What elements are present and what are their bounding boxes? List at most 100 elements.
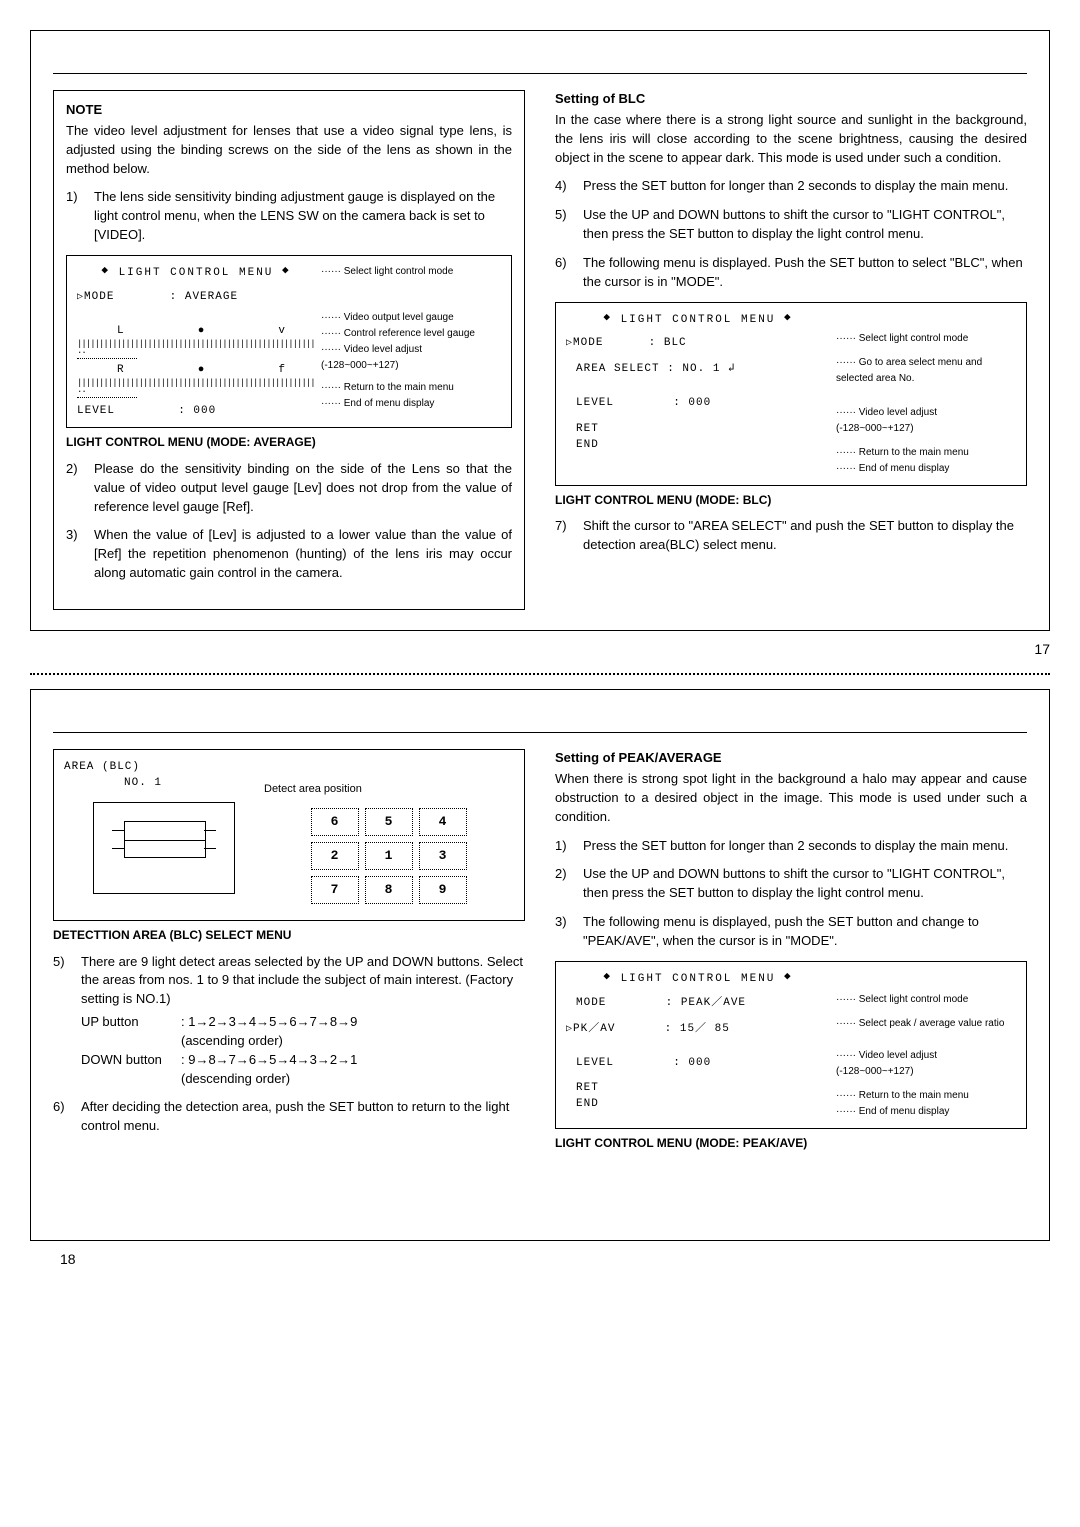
blc-area: AREA SELECT : NO. 1 ↲ — [566, 362, 830, 378]
page-17: NOTE The video level adjustment for lens… — [30, 30, 1050, 631]
grid-cell: 3 — [419, 842, 467, 870]
note-item-3: When the value of [Lev] is adjusted to a… — [94, 526, 512, 583]
peak-item-2: Use the UP and DOWN buttons to shift the… — [583, 865, 1027, 903]
dotted-1 — [77, 358, 137, 359]
area-title: AREA (BLC) — [64, 760, 264, 776]
gauge-dot-2: ● — [198, 363, 205, 379]
blc-ret: RET — [566, 422, 830, 438]
peak-mode-label: MODE — [576, 997, 606, 1009]
desc-r4: Video level adjust (-128~000~+127) — [321, 342, 501, 374]
area-no: NO. 1 — [64, 776, 264, 792]
up-button-label: UP button — [81, 1013, 181, 1032]
blc-item-7: Shift the cursor to "AREA SELECT" and pu… — [583, 517, 1027, 555]
grid-cell: 9 — [419, 876, 467, 904]
up-seq: : 1→2→3→4→5→6→7→8→9 — [181, 1013, 357, 1032]
gauge-dot: ● — [198, 324, 205, 340]
peak-r3: Video level adjust (-128~000~+127) — [836, 1048, 1016, 1080]
grid-cell: 8 — [365, 876, 413, 904]
marker-7: 7) — [555, 517, 583, 555]
mode-value: : AVERAGE — [170, 291, 238, 303]
note-box: NOTE The video level adjustment for lens… — [53, 90, 525, 610]
peak-r1: Select light control mode — [836, 992, 1016, 1008]
menu-blc: ◆ LIGHT CONTROL MENU ◆ ▷MODE : BLC AREA … — [555, 302, 1027, 486]
blc-mode-label: MODE — [573, 337, 603, 349]
grid-cell: 1 — [365, 842, 413, 870]
grid-cell: 7 — [311, 876, 359, 904]
blc-intro: In the case where there is a strong ligh… — [555, 111, 1027, 168]
peak-ret: RET — [566, 1081, 830, 1097]
marker-p2: 2) — [555, 865, 583, 903]
note-intro: The video level adjustment for lenses th… — [66, 122, 512, 179]
desc-r5: Return to the main menu — [321, 380, 501, 396]
descending-label: (descending order) — [81, 1070, 525, 1089]
blc-end: END — [566, 438, 830, 454]
menu-title: ◆ LIGHT CONTROL MENU ◆ — [77, 264, 315, 282]
blc-item-4: Press the SET button for longer than 2 s… — [583, 177, 1027, 196]
grid-9: 6 5 4 2 1 3 7 — [305, 802, 473, 910]
peak-r5: End of menu display — [836, 1104, 1016, 1120]
gauge-l: L — [117, 324, 124, 340]
marker-p3: 3) — [555, 913, 583, 951]
page-number-18: 18 — [30, 1249, 1050, 1269]
marker-3: 3) — [66, 526, 94, 583]
peak-level-label: LEVEL — [576, 1057, 614, 1069]
note-title: NOTE — [66, 101, 512, 120]
blc-r3: Video level adjust (-128~000~+127) — [836, 405, 1016, 437]
blc-level-label: LEVEL — [576, 397, 614, 409]
desc-r3: Control reference level gauge — [321, 326, 501, 342]
menu-peakave: ◆ LIGHT CONTROL MENU ◆ MODE : PEAK／AVE — [555, 961, 1027, 1129]
blc-mode-value: : BLC — [649, 337, 687, 349]
peak-caption: LIGHT CONTROL MENU (MODE: PEAK/AVE) — [555, 1135, 1027, 1152]
page-18: AREA (BLC) NO. 1 — [30, 689, 1050, 1241]
page-number-17: 17 — [30, 639, 1050, 659]
peak-mode-value: : PEAK／AVE — [666, 997, 746, 1009]
detection-caption: DETECTTION AREA (BLC) SELECT MENU — [53, 927, 525, 944]
down-seq: : 9→8→7→6→5→4→3→2→1 — [181, 1051, 357, 1070]
pkav-value: : 15／ 85 — [665, 1023, 730, 1035]
blc-item-6: The following menu is displayed. Push th… — [583, 254, 1027, 292]
item-18-5-text: There are 9 light detect areas selected … — [81, 954, 523, 1007]
grid-cell: 6 — [311, 808, 359, 836]
grid-caption: Detect area position — [264, 782, 514, 798]
gauge-v: v — [278, 324, 285, 340]
header-rule — [53, 41, 1027, 74]
note-item-2: Please do the sensitivity binding on the… — [94, 460, 512, 517]
peak-end: END — [566, 1097, 830, 1113]
marker-4: 4) — [555, 177, 583, 196]
marker-2: 2) — [66, 460, 94, 517]
peak-item-1: Press the SET button for longer than 2 s… — [583, 837, 1027, 856]
note-item-1: The lens side sensitivity binding adjust… — [94, 188, 512, 245]
peak-title: Setting of PEAK/AVERAGE — [555, 749, 1027, 768]
tick-bar-1: ||||||||||||||||||||||||||||||||||||||||… — [77, 340, 315, 358]
item-18-5: There are 9 light detect areas selected … — [81, 953, 525, 1089]
ascending-label: (ascending order) — [81, 1032, 525, 1051]
grid-cell: 5 — [365, 808, 413, 836]
peak-level-value: : 000 — [673, 1057, 711, 1069]
page-separator — [30, 673, 1050, 675]
blc-r1: Select light control mode — [836, 331, 1016, 347]
menu-average: ◆ LIGHT CONTROL MENU ◆ ▷MODE : AVERAGE — [66, 255, 512, 429]
marker-18-5: 5) — [53, 953, 81, 1089]
menu-caption-average: LIGHT CONTROL MENU (MODE: AVERAGE) — [66, 434, 512, 451]
blc-menu-title-row: ◆ LIGHT CONTROL MENU ◆ — [566, 311, 830, 329]
down-button-label: DOWN button — [81, 1051, 181, 1070]
grid-cell: 4 — [419, 808, 467, 836]
blc-diagram — [93, 802, 235, 894]
blc-item-5: Use the UP and DOWN buttons to shift the… — [583, 206, 1027, 244]
peak-item-3: The following menu is displayed, push th… — [583, 913, 1027, 951]
desc-r2: Video output level gauge — [321, 310, 501, 326]
grid-cell: 2 — [311, 842, 359, 870]
peak-menu-title: LIGHT CONTROL MENU — [621, 973, 776, 985]
blc-r4: Return to the main menu — [836, 445, 1016, 461]
blc-caption: LIGHT CONTROL MENU (MODE: BLC) — [555, 492, 1027, 509]
blc-title: Setting of BLC — [555, 90, 1027, 109]
desc-r6: End of menu display — [321, 396, 501, 412]
marker-6: 6) — [555, 254, 583, 292]
marker-1: 1) — [66, 188, 94, 245]
desc-r1: Select light control mode — [321, 264, 501, 280]
peak-menu-title-row: ◆ LIGHT CONTROL MENU ◆ — [566, 970, 830, 988]
blc-r2: Go to area select menu and selected area… — [836, 355, 1016, 387]
peak-r4: Return to the main menu — [836, 1088, 1016, 1104]
gauge-f: f — [278, 363, 285, 379]
peak-r2: Select peak / average value ratio — [836, 1016, 1016, 1032]
